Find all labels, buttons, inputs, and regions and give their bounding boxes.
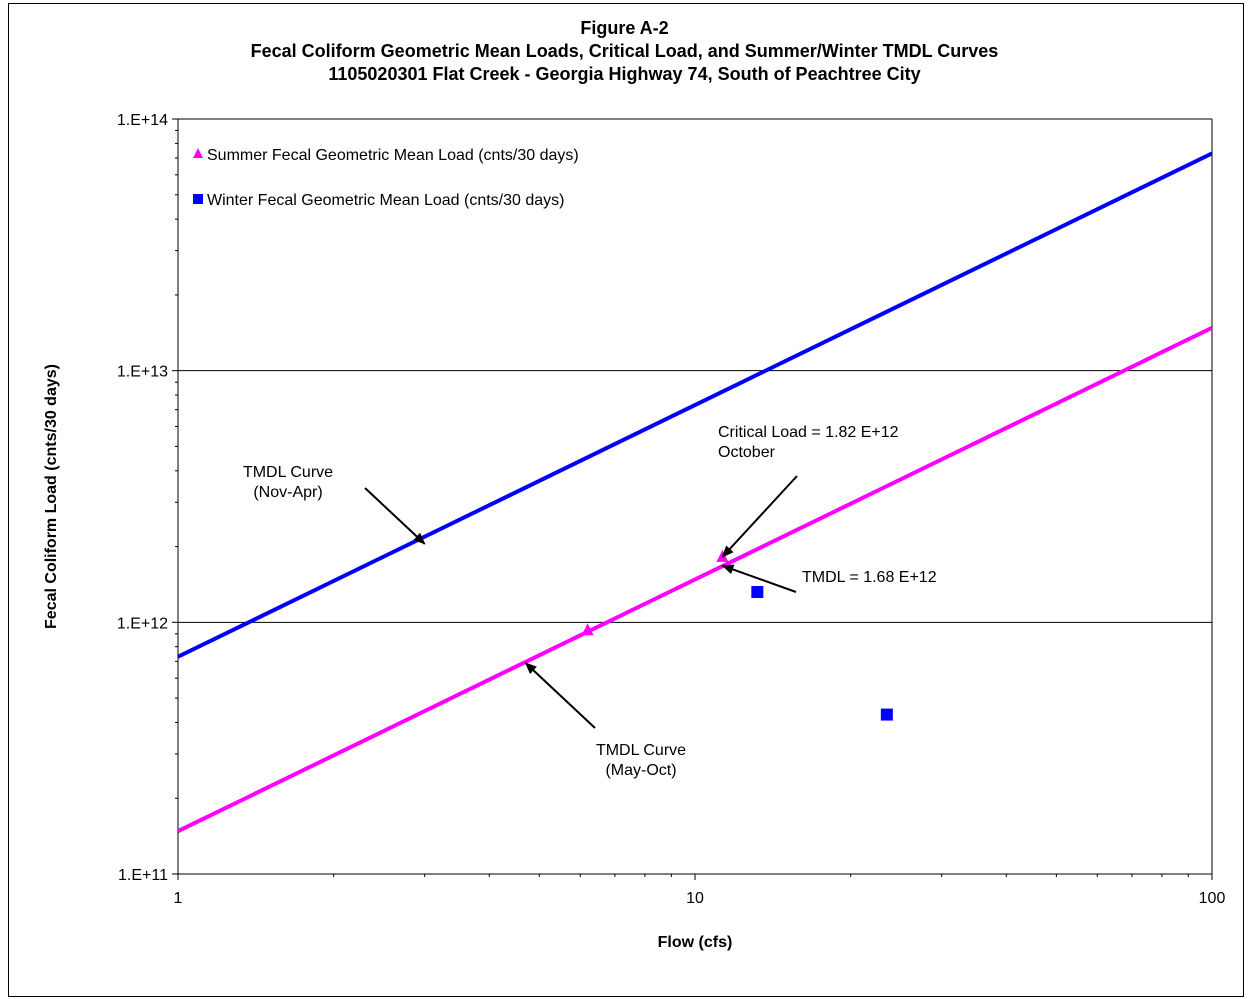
x-tick-label: 10 (686, 890, 704, 907)
annotation-arrow (524, 662, 596, 729)
annotation-text: TMDL = 1.68 E+12 (802, 569, 937, 586)
x-axis-title: Flow (cfs) (658, 934, 733, 951)
tmdl-curve-line (178, 151, 1212, 659)
annotation-arrow (721, 475, 798, 558)
annotation-text: (May-Oct) (605, 762, 676, 779)
x-tick-label: 100 (1199, 890, 1226, 907)
annotation-arrow (721, 564, 797, 593)
chart-subtitle-1: Fecal Coliform Geometric Mean Loads, Cri… (250, 41, 999, 61)
winter-data-point (751, 585, 764, 598)
annotation-text: Critical Load = 1.82 E+12 (718, 424, 899, 441)
tmdl-curve-line (178, 326, 1212, 833)
legend-marker-summer (193, 148, 203, 158)
annotation-text: October (718, 444, 776, 461)
summer-data-point (581, 623, 594, 636)
annotation-arrow (364, 487, 426, 545)
chart-frame (8, 3, 1244, 997)
y-tick-label: 1.E+11 (118, 867, 168, 884)
legend-marker-winter (193, 194, 203, 204)
y-tick-label: 1.E+14 (117, 112, 168, 129)
y-tick-label: 1.E+13 (117, 364, 168, 381)
legend-label: Summer Fecal Geometric Mean Load (cnts/3… (207, 147, 579, 164)
y-axis-title: Fecal Coliform Load (cnts/30 days) (43, 364, 60, 629)
chart-title: Figure A-2 (580, 18, 669, 38)
chart-subtitle-2: 1105020301 Flat Creek - Georgia Highway … (328, 64, 921, 84)
y-tick-label: 1.E+12 (117, 615, 168, 632)
annotation-text: (Nov-Apr) (253, 484, 322, 501)
x-tick-label: 1 (174, 890, 183, 907)
winter-data-point (880, 708, 893, 721)
annotation-text: TMDL Curve (596, 742, 686, 759)
annotation-text: TMDL Curve (243, 464, 333, 481)
legend-label: Winter Fecal Geometric Mean Load (cnts/3… (207, 192, 564, 209)
